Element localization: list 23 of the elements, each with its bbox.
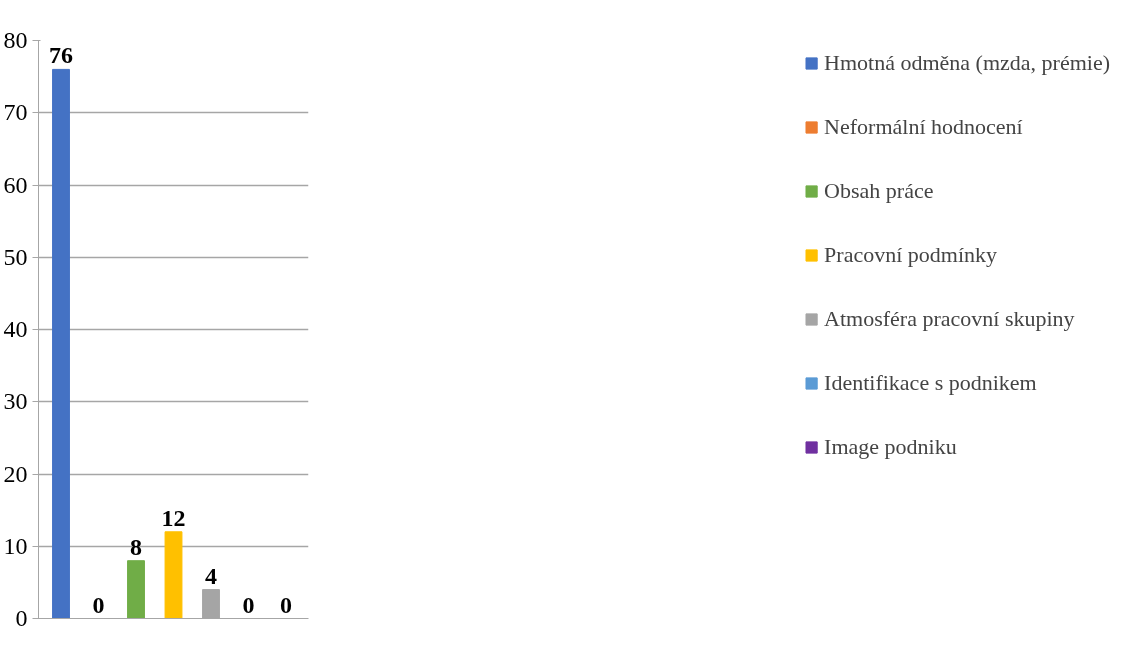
legend-label: Atmosféra pracovní skupiny — [824, 306, 1075, 332]
y-tick-label: 60 — [3, 171, 28, 198]
legend-label: Pracovní podmínky — [824, 242, 998, 268]
y-tick-label: 0 — [15, 605, 28, 631]
y-tick-label: 20 — [3, 460, 28, 487]
legend-label: Identifikace s podnikem — [824, 370, 1037, 396]
legend-label: Hmotná odměna (mzda, prémie) — [824, 50, 1110, 76]
y-tick-label: 50 — [3, 243, 28, 270]
legend-label: Image podniku — [824, 434, 957, 460]
data-label: 12 — [161, 504, 186, 531]
legend-label: Neformální hodnocení — [824, 114, 1023, 140]
data-label: 0 — [280, 591, 292, 618]
y-tick-label: 10 — [3, 532, 28, 559]
y-tick-label: 40 — [3, 316, 28, 342]
data-label: 0 — [92, 591, 105, 618]
data-label: 0 — [242, 591, 255, 618]
y-tick-label: 30 — [3, 388, 28, 415]
y-tick-label: 70 — [3, 99, 28, 126]
data-label: 8 — [130, 533, 142, 560]
data-label: 76 — [49, 42, 73, 69]
y-tick-label: 80 — [3, 27, 28, 53]
legend-label: Obsah práce — [824, 178, 934, 204]
data-label: 4 — [205, 562, 217, 589]
